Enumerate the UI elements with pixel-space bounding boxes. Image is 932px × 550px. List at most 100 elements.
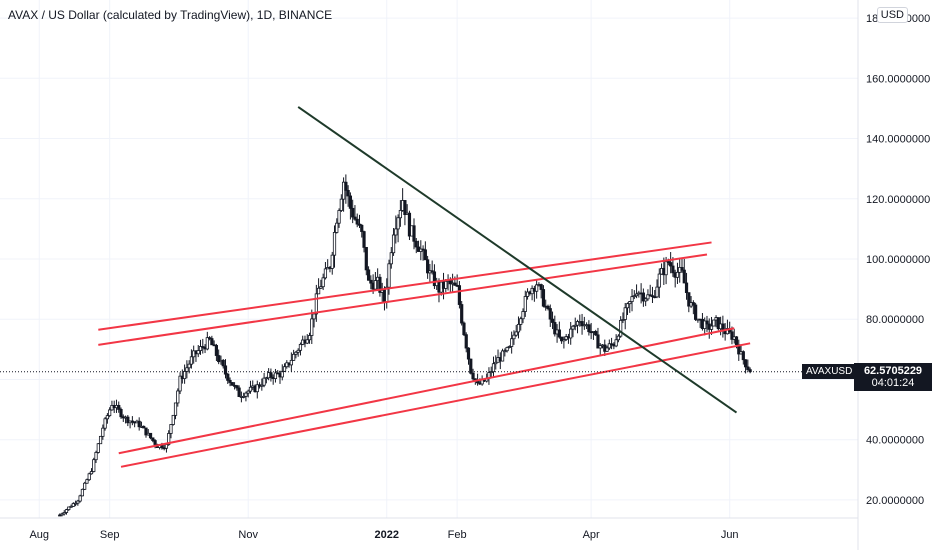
candle-body (321, 277, 325, 288)
candle-body (657, 273, 661, 288)
y-tick-label: 100.0000000 (866, 254, 930, 266)
candle-body (351, 207, 355, 218)
candle-body (344, 181, 348, 191)
candle (346, 185, 350, 207)
candle (230, 382, 234, 386)
candle-body (62, 512, 66, 515)
candle (743, 359, 748, 374)
candle-body (514, 331, 518, 336)
candle (657, 268, 661, 299)
candle (516, 316, 521, 339)
candle (512, 330, 516, 345)
candle (650, 286, 655, 304)
candle (144, 427, 148, 438)
candle (523, 290, 527, 317)
candle (669, 252, 673, 274)
candle-body (407, 212, 412, 237)
candle-body (680, 267, 684, 271)
currency-unit-badge[interactable]: USD (876, 7, 908, 23)
candle (598, 343, 602, 357)
candle (605, 345, 609, 352)
candle (314, 284, 318, 322)
candle (623, 303, 627, 330)
price-axis-divider (0, 0, 859, 550)
candle-body (505, 347, 509, 352)
candle-body (569, 328, 573, 339)
candle-body (346, 189, 350, 197)
candle (464, 332, 468, 353)
candle (491, 356, 496, 378)
candle-body (396, 217, 400, 230)
candle (248, 380, 253, 394)
candle (67, 506, 71, 511)
candle (189, 349, 194, 369)
candle-body (83, 482, 87, 490)
candle (307, 332, 312, 344)
candle (378, 273, 382, 297)
candle-body (282, 366, 287, 372)
y-tick-label: 120.0000000 (866, 194, 930, 206)
candle (321, 273, 325, 291)
candle (119, 407, 123, 419)
last-price-value: 62.5705229 (863, 364, 923, 377)
candle (596, 327, 600, 349)
candle (96, 443, 100, 454)
candle-body (469, 358, 473, 374)
candle-body (616, 335, 621, 341)
candle-body (337, 210, 341, 224)
candle (746, 359, 750, 371)
y-tick-label: 40.0000000 (866, 435, 924, 447)
candle-body (614, 339, 618, 347)
candle-body (571, 325, 575, 330)
candle (644, 297, 648, 307)
trendline-downtrend (297, 106, 738, 414)
candle-body (516, 323, 521, 333)
candle-body (237, 387, 241, 397)
y-tick-label: 80.0000000 (866, 314, 924, 326)
candle (348, 192, 353, 220)
candle (148, 432, 153, 440)
candle-body (248, 386, 253, 392)
candle (462, 321, 466, 337)
candle (317, 278, 321, 295)
candle (460, 301, 464, 326)
candle (500, 348, 505, 362)
candle-body (317, 287, 321, 295)
channel-upper-a (98, 241, 712, 331)
candle-body (264, 377, 268, 380)
chart-grid (0, 0, 858, 518)
trend-drawings[interactable] (98, 106, 751, 468)
candle (98, 435, 103, 445)
candle-body (171, 414, 175, 425)
x-tick-label: Aug (29, 529, 49, 541)
candle (580, 313, 584, 335)
candle (391, 228, 396, 256)
price-scale[interactable]: 20.000000040.000000060.000000080.0000000… (866, 13, 930, 507)
candle (237, 385, 241, 397)
candle-body (244, 392, 248, 397)
candle (335, 218, 339, 234)
candle-body (503, 350, 507, 353)
candle (514, 324, 518, 337)
candle (69, 504, 73, 508)
candle (83, 481, 87, 491)
candle (176, 388, 180, 407)
candle-body (153, 440, 157, 445)
candle-body (96, 443, 100, 453)
candle-body (366, 269, 371, 281)
candle (105, 413, 109, 424)
candle (226, 372, 230, 384)
candle (62, 510, 66, 516)
candle (369, 275, 373, 290)
x-tick-label: Jun (721, 529, 739, 541)
candle (64, 508, 69, 515)
candle (332, 225, 337, 268)
candle-body (235, 385, 239, 389)
candle-body (389, 252, 393, 265)
candle (389, 247, 393, 269)
time-scale[interactable]: Aug Sep Nov 2022 Feb Apr Jun (29, 529, 738, 541)
candle (560, 336, 564, 344)
candle (76, 499, 80, 506)
candle-body (666, 261, 670, 263)
